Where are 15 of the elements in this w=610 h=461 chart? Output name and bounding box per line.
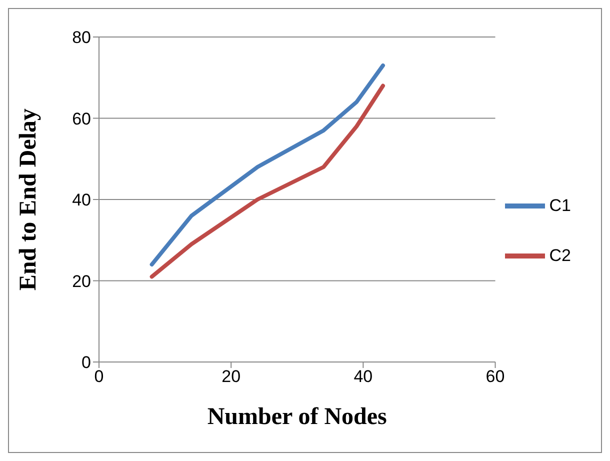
x-tick-label: 0 xyxy=(94,367,104,386)
y-tick-label: 20 xyxy=(72,272,91,291)
y-tick-label: 80 xyxy=(72,28,91,48)
x-tick-label: 20 xyxy=(222,367,241,386)
legend-label: C1 xyxy=(549,196,571,214)
y-tick-label: 60 xyxy=(72,109,91,128)
x-axis-title: Number of Nodes xyxy=(207,404,387,430)
y-axis-title: End to End Delay xyxy=(16,108,42,291)
x-tick-label: 40 xyxy=(354,367,373,386)
legend-label: C2 xyxy=(549,246,571,264)
x-tick-label: 60 xyxy=(486,367,505,386)
line-series xyxy=(150,84,385,279)
line-series xyxy=(150,63,385,266)
y-tick-label: 40 xyxy=(72,190,91,210)
y-tick-label: 0 xyxy=(82,353,91,372)
